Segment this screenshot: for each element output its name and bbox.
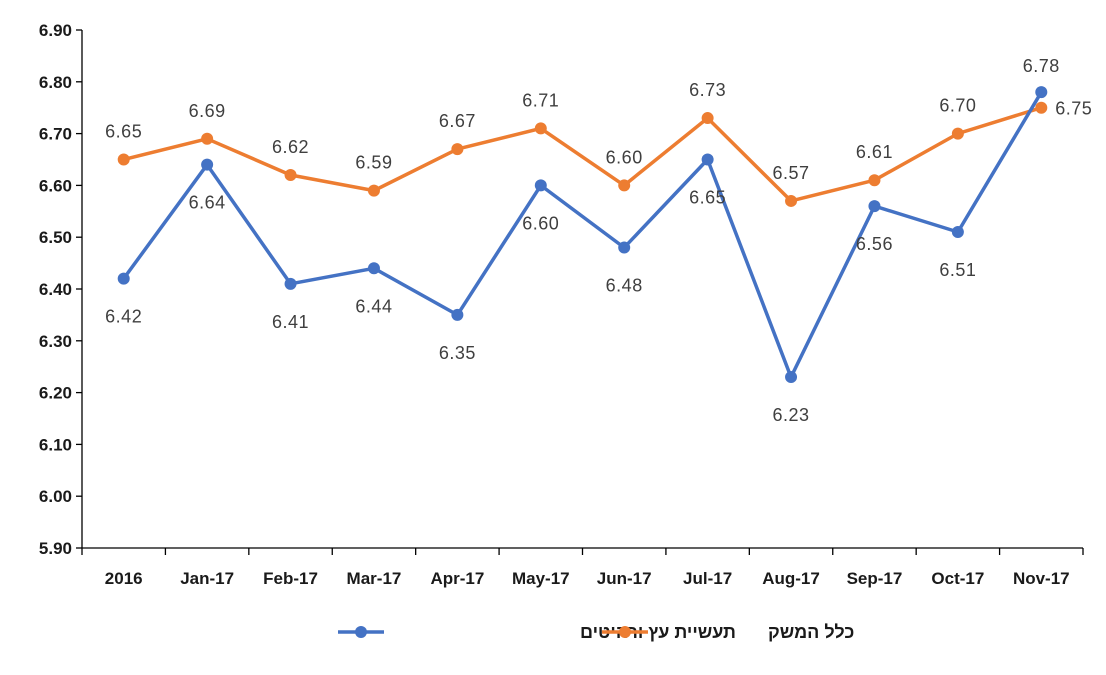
y-tick-label: 6.50 — [39, 228, 72, 247]
y-tick-label: 6.80 — [39, 73, 72, 92]
series-point — [284, 169, 297, 182]
x-tick-label: May-17 — [512, 569, 570, 588]
data-label: 6.42 — [105, 307, 142, 327]
data-label: 6.78 — [1023, 56, 1060, 76]
x-tick-label: Nov-17 — [1013, 569, 1070, 588]
series-point — [367, 184, 380, 197]
y-tick-label: 6.40 — [39, 280, 72, 299]
series-point — [117, 272, 130, 285]
series-point — [785, 194, 798, 207]
data-label: 6.61 — [856, 142, 893, 162]
series-point — [701, 112, 714, 125]
series-point — [951, 226, 964, 239]
x-tick-label: Aug-17 — [762, 569, 820, 588]
series-point — [951, 127, 964, 140]
y-tick-label: 6.70 — [39, 125, 72, 144]
data-labels: 6.42 6.64 6.41 6.44 6.35 6.60 6.48 6.65 6.23 6.56… — [105, 56, 1092, 425]
y-tick-label: 6.00 — [39, 487, 72, 506]
data-label: 6.56 — [856, 234, 893, 254]
data-label: 6.60 — [522, 213, 559, 233]
series-point — [534, 179, 547, 192]
series-point — [451, 143, 464, 156]
x-tick-label: Apr-17 — [430, 569, 484, 588]
series-point — [534, 122, 547, 135]
legend: תעשיית עץ ורהיטים כלל המשק — [338, 622, 854, 642]
x-tick-label: Jan-17 — [180, 569, 234, 588]
data-label: 6.23 — [773, 405, 810, 425]
series-point — [618, 241, 631, 254]
data-label: 6.73 — [689, 80, 726, 100]
legend-label: כלל המשק — [768, 622, 854, 642]
x-tick-label: Feb-17 — [263, 569, 318, 588]
data-label: 6.44 — [355, 296, 392, 316]
y-tick-label: 6.60 — [39, 176, 72, 195]
data-label: 6.60 — [606, 147, 643, 167]
axes: 5.90 6.00 6.10 6.20 6.30 6.40 6.50 6.60 6.70 6.80… — [39, 21, 1084, 588]
series-point — [201, 158, 214, 171]
data-label: 6.41 — [272, 312, 309, 332]
x-tick-label: 2016 — [105, 569, 143, 588]
series-point — [868, 174, 881, 187]
data-label: 6.75 — [1055, 99, 1092, 119]
data-label: 6.69 — [189, 101, 226, 121]
legend-label: תעשיית עץ ורהיטים — [580, 622, 736, 642]
series-point — [367, 262, 380, 275]
series-point — [1035, 86, 1048, 99]
legend-swatch-marker — [619, 626, 631, 638]
series-point — [1035, 101, 1048, 114]
y-tick-label: 6.20 — [39, 384, 72, 403]
y-tick-label: 5.90 — [39, 539, 72, 558]
series-point — [701, 153, 714, 166]
series-point — [117, 153, 130, 166]
data-label: 6.65 — [689, 188, 726, 208]
data-label: 6.62 — [272, 137, 309, 157]
data-label: 6.71 — [522, 90, 559, 110]
x-tick-label: Oct-17 — [931, 569, 984, 588]
legend-swatch-marker — [355, 626, 367, 638]
series-point — [618, 179, 631, 192]
data-label: 6.65 — [105, 122, 142, 142]
data-label: 6.48 — [606, 276, 643, 296]
series-line-wood-furniture — [122, 91, 1043, 379]
data-label: 6.70 — [939, 96, 976, 116]
data-label: 6.57 — [773, 163, 810, 183]
x-tick-label: Mar-17 — [347, 569, 402, 588]
x-tick-label: Jun-17 — [597, 569, 652, 588]
series-line-total-economy — [123, 106, 1042, 203]
x-tick-label: Sep-17 — [847, 569, 903, 588]
data-label: 6.51 — [939, 260, 976, 280]
data-label: 6.67 — [439, 111, 476, 131]
data-label: 6.64 — [189, 193, 226, 213]
series-point — [451, 308, 464, 321]
y-tick-label: 6.90 — [39, 21, 72, 40]
y-tick-label: 6.10 — [39, 435, 72, 454]
y-tick-label: 6.30 — [39, 332, 72, 351]
series-point — [785, 371, 798, 384]
x-tick-label: Jul-17 — [683, 569, 732, 588]
data-label: 6.59 — [355, 153, 392, 173]
series-point — [868, 200, 881, 213]
series-layer — [117, 86, 1048, 384]
series-point — [201, 132, 214, 145]
data-label: 6.35 — [439, 343, 476, 363]
series-point — [284, 277, 297, 290]
